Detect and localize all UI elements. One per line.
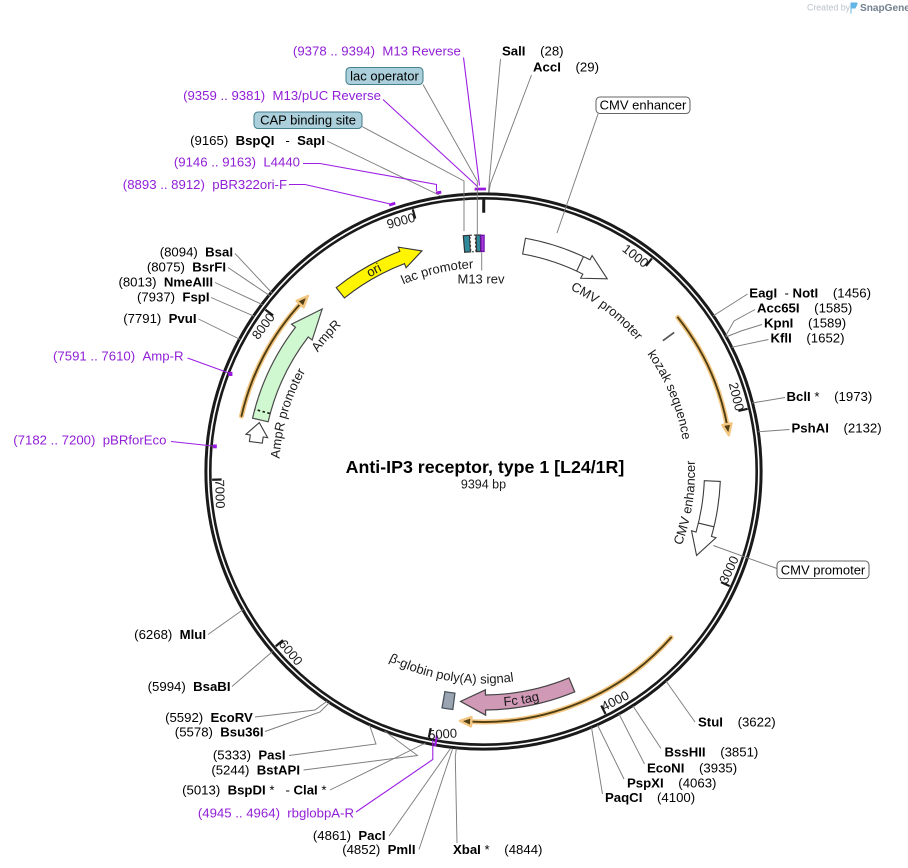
- svg-text:(8094) BsaI: (8094) BsaI: [160, 245, 233, 260]
- svg-text:KpnI (1589): KpnI (1589): [764, 315, 846, 330]
- svg-text:Created by: Created by: [807, 3, 851, 13]
- svg-text:(5994) BsaBI: (5994) BsaBI: [148, 679, 231, 694]
- svg-text:StuI (3622): StuI (3622): [698, 715, 776, 730]
- svg-text:(4852) PmlI: (4852) PmlI: [342, 842, 415, 857]
- svg-text:(9165) BspQI - SapI: (9165) BspQI - SapI: [190, 133, 325, 148]
- svg-text:SnapGene: SnapGene: [860, 3, 908, 14]
- svg-text:5000: 5000: [428, 725, 458, 742]
- svg-text:(7591 .. 7610) Amp-R: (7591 .. 7610) Amp-R: [53, 349, 183, 364]
- svg-text:Anti-IP3 receptor, type 1 [L24: Anti-IP3 receptor, type 1 [L24/1R]: [346, 457, 625, 477]
- svg-text:(5333) PasI: (5333) PasI: [213, 748, 286, 763]
- svg-text:M13 rev: M13 rev: [458, 272, 505, 287]
- svg-text:Fc tag: Fc tag: [503, 689, 541, 710]
- svg-text:(8075) BsrFI: (8075) BsrFI: [147, 260, 226, 275]
- svg-text:KflI (1652): KflI (1652): [771, 331, 845, 346]
- svg-text:EcoNI (3935): EcoNI (3935): [647, 761, 737, 776]
- svg-text:CMV promoter: CMV promoter: [781, 563, 866, 578]
- svg-text:(7791) PvuI: (7791) PvuI: [123, 311, 196, 326]
- svg-text:7000: 7000: [212, 479, 228, 508]
- svg-text:XbaI * (4844): XbaI * (4844): [453, 842, 542, 857]
- svg-text:(4945 .. 4964) rbglobpA-R: (4945 .. 4964) rbglobpA-R: [198, 806, 354, 821]
- svg-text:9394 bp: 9394 bp: [461, 478, 506, 492]
- svg-text:SalI (28): SalI (28): [502, 44, 564, 59]
- svg-text:(8013) NmeAIII: (8013) NmeAIII: [118, 275, 213, 290]
- svg-text:(7182 .. 7200) pBRforEco: (7182 .. 7200) pBRforEco: [13, 433, 166, 448]
- svg-text:(4861) PacI: (4861) PacI: [313, 828, 386, 843]
- svg-text:2000: 2000: [726, 381, 747, 413]
- svg-text:EagI - NotI (1456): EagI - NotI (1456): [749, 286, 871, 301]
- svg-text:AccI (29): AccI (29): [533, 60, 599, 75]
- svg-text:9000: 9000: [385, 210, 417, 232]
- svg-text:(5244) BstAPI: (5244) BstAPI: [211, 763, 300, 778]
- svg-text:PspXI (4063): PspXI (4063): [627, 775, 716, 790]
- svg-text:PaqCI (4100): PaqCI (4100): [605, 790, 695, 805]
- svg-text:lac operator: lac operator: [350, 69, 419, 84]
- svg-text:(9146 .. 9163) L4440: (9146 .. 9163) L4440: [174, 155, 300, 170]
- svg-text:(7937) FspI: (7937) FspI: [137, 290, 210, 305]
- svg-text:PshAI (2132): PshAI (2132): [792, 421, 882, 436]
- svg-text:CMV enhancer: CMV enhancer: [600, 98, 687, 113]
- svg-text:(8893 .. 8912) pBR322ori-F: (8893 .. 8912) pBR322ori-F: [123, 177, 287, 192]
- svg-text:BclI * (1973): BclI * (1973): [787, 389, 873, 404]
- svg-text:(6268) MluI: (6268) MluI: [134, 627, 206, 642]
- svg-text:(5592) EcoRV: (5592) EcoRV: [165, 710, 253, 725]
- svg-text:(5578) Bsu36I: (5578) Bsu36I: [175, 725, 264, 740]
- svg-text:CAP binding site: CAP binding site: [260, 113, 356, 128]
- svg-text:(5013) BspDI * - ClaI *: (5013) BspDI * - ClaI *: [182, 783, 326, 798]
- svg-text:(9359 .. 9381) M13/pUC Revers: (9359 .. 9381) M13/pUC Reverse: [183, 88, 381, 103]
- svg-text:(9378 .. 9394) M13 Reverse: (9378 .. 9394) M13 Reverse: [293, 44, 461, 59]
- svg-text:Acc65I (1585): Acc65I (1585): [757, 301, 852, 316]
- svg-text:BssHII (3851): BssHII (3851): [665, 745, 759, 760]
